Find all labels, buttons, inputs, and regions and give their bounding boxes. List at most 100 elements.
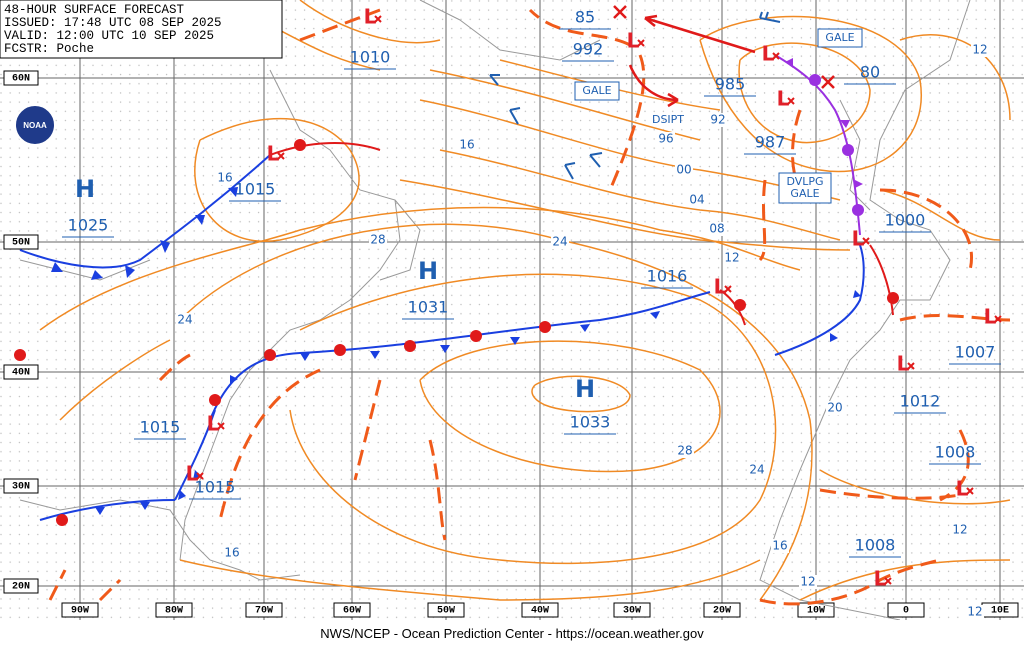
isobar-label-bg (951, 523, 969, 537)
isobar-label-bg (971, 43, 989, 57)
longitude-label: 20W (713, 606, 731, 617)
low-symbol: L (984, 305, 997, 329)
latitude-label-box (3, 70, 39, 86)
wind-barbs (489, 11, 781, 180)
low-center-x (637, 39, 645, 47)
low-symbol: L (186, 462, 199, 486)
pressure-label: 85 (575, 8, 595, 27)
pressure-label: 1010 (350, 48, 391, 67)
high-pressure: 1031 (408, 298, 449, 317)
footer-band (0, 620, 1024, 652)
pressure-label: 1007 (955, 343, 996, 362)
low-center-x (884, 577, 892, 585)
high-pressure: 1033 (570, 413, 611, 432)
isobar-label: 16 (772, 539, 787, 553)
low-center-x (862, 237, 870, 245)
longitude-label-box (887, 602, 925, 618)
isobar-label-bg (748, 463, 766, 477)
low-symbol: L (714, 275, 727, 299)
low-center-x (277, 152, 285, 160)
longitude-label: 0 (903, 606, 909, 617)
developing-gale-label: DVLPG (786, 175, 823, 188)
header-line: FCSTR: Poche (4, 42, 94, 56)
pressure-label: 1012 (900, 392, 941, 411)
low-center-x (907, 362, 915, 370)
longitude-label: 90W (71, 606, 89, 617)
low-center-x (724, 285, 732, 293)
isobar-label: 24 (749, 463, 764, 477)
isobar-label-bg (771, 539, 789, 553)
latitude-label: 30N (12, 482, 30, 493)
longitude-label: 80W (165, 606, 183, 617)
isobar-label-bg (216, 171, 234, 185)
low-symbol: L (777, 87, 790, 111)
graticule: 60N 50N 40N 30N 20N 90W 80W 70W 60W 50W 40W 30W 20W 1… (0, 0, 1024, 620)
isobar-label-bg (176, 313, 194, 327)
longitude-label-box (703, 602, 741, 618)
isobar-label: 92 (710, 113, 725, 127)
gale-label: GALE (825, 31, 854, 44)
longitude-label: 50W (437, 606, 455, 617)
gale-box (574, 81, 620, 101)
isobar-label: 04 (689, 193, 704, 207)
longitude-label-box (155, 602, 193, 618)
gale-box (817, 28, 863, 48)
low-symbol: L (897, 352, 910, 376)
low-center-x (966, 487, 974, 495)
pressure-label: 1015 (195, 478, 236, 497)
high-symbol: H (575, 375, 595, 403)
isobar-label: 00 (676, 163, 691, 177)
pressure-label: 80 (860, 63, 880, 82)
longitude-label-box (61, 602, 99, 618)
pressure-label: 1008 (935, 443, 976, 462)
latitude-label: 20N (12, 582, 30, 593)
low-center-x (374, 15, 382, 23)
header-box (0, 0, 283, 59)
isobar-label-bg (551, 235, 569, 249)
low-symbol: L (874, 567, 887, 591)
isobar-label: 16 (217, 171, 232, 185)
isobar-label-bg (675, 163, 693, 177)
developing-gale-label: GALE (790, 187, 819, 200)
low-center-x (217, 422, 225, 430)
longitude-label-box (245, 602, 283, 618)
footer-text: NWS/NCEP - Ocean Prediction Center - htt… (320, 626, 704, 641)
low-center-x (994, 315, 1002, 323)
isobar-label: 12 (967, 605, 982, 619)
isobar-label: 12 (724, 251, 739, 265)
longitude-label: 40W (531, 606, 549, 617)
latitude-label: 50N (12, 238, 30, 249)
low-symbol: L (207, 412, 220, 436)
high-symbol: H (75, 175, 95, 203)
pressure-label: 1016 (647, 267, 688, 286)
low-center-x (772, 52, 780, 60)
pressure-label: 1000 (885, 211, 926, 230)
header-line: VALID: 12:00 UTC 10 SEP 2025 (4, 29, 214, 43)
pressure-label: 987 (755, 133, 786, 152)
isobar-label: 24 (552, 235, 567, 249)
header-line: 48-HOUR SURFACE FORECAST (4, 3, 185, 17)
isobar-label: 28 (677, 444, 692, 458)
latitude-label-box (3, 578, 39, 594)
isobar-label: 12 (972, 43, 987, 57)
longitude-label-box (427, 602, 465, 618)
pressure-label: 1015 (235, 180, 276, 199)
isobar-label: 16 (224, 546, 239, 560)
latitude-label-box (3, 234, 39, 250)
low-symbol: L (956, 477, 969, 501)
coastlines (19, 0, 971, 621)
latitude-label: 40N (12, 368, 30, 379)
pressure-label: 992 (573, 40, 604, 59)
longitude-label: 60W (343, 606, 361, 617)
pressure-label: 985 (715, 75, 746, 94)
dissipating-label: DSIPT (652, 113, 684, 126)
high-symbol: H (418, 257, 438, 285)
developing-gale-box (778, 172, 832, 204)
longitude-label-box (333, 602, 371, 618)
longitude-label-box (521, 602, 559, 618)
isobar-label: 16 (459, 138, 474, 152)
isobar-label-bg (657, 132, 675, 146)
isobar-label: 96 (658, 132, 673, 146)
low-symbol: L (267, 142, 280, 166)
